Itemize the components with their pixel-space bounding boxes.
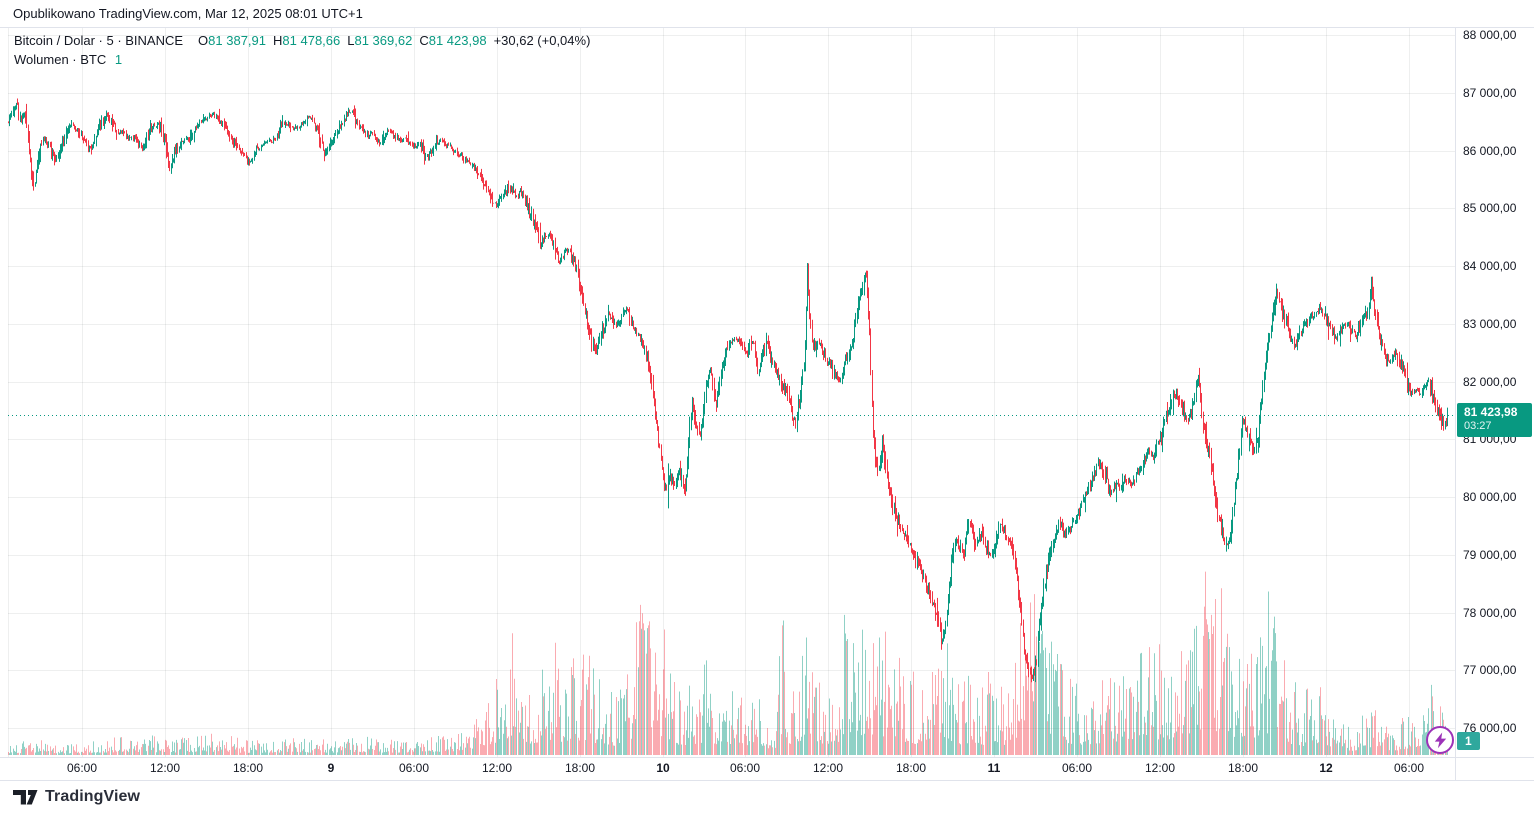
volume-label: Wolumen · BTC [14,52,107,67]
publication-header: Opublikowano TradingView.com, Mar 12, 20… [13,6,363,21]
price-axis-label: 78 000,00 [1463,605,1517,620]
tradingview-mark-icon [13,789,38,804]
time-axis-label: 12:00 [481,761,513,775]
low-label: L [347,33,355,48]
tradingview-logo[interactable]: TradingView [13,788,140,806]
time-axis-label: 18:00 [895,761,927,775]
price-axis-label: 80 000,00 [1463,490,1517,504]
time-axis-label: 06:00 [1393,761,1425,775]
price-axis-label: 76 000,00 [1463,721,1517,735]
price-axis-label: 82 000,00 [1463,374,1517,389]
time-axis-label: 18:00 [232,761,264,775]
open-value: 81 387,91 [208,33,267,48]
time-axis-label: 18:00 [564,761,596,775]
price-axis-label: 88 000,00 [1463,28,1517,42]
high-value: 81 478,66 [282,33,341,48]
time-axis-day-label: 10 [656,761,670,775]
volume-value: 1 [114,52,123,67]
price-axis-label: 84 000,00 [1463,259,1517,273]
high-label: H [273,33,283,48]
time-axis-label: 18:00 [1227,761,1259,775]
close-label: C [419,33,429,48]
symbol-title[interactable]: Bitcoin / Dolar · 5 · BINANCE [14,33,184,48]
tradingview-wordmark: TradingView [45,788,141,805]
ohlc-values: O81 387,91 H81 478,66 L81 369,62 C81 423,98… [191,33,590,48]
low-value: 81 369,62 [354,33,413,48]
lightning-bolt-icon [1434,732,1446,748]
price-axis-label: 83 000,00 [1463,316,1517,331]
change-value: +30,62 (+0,04%) [493,33,591,48]
price-axis-label: 85 000,00 [1463,201,1517,216]
current-price-value: 81 423,98 [1464,404,1518,419]
time-axis-label: 12:00 [149,761,181,775]
price-axis-label: 77 000,00 [1463,663,1517,678]
price-axis-label: 86 000,00 [1463,143,1517,158]
time-axis-label: 06:00 [729,761,761,775]
close-value: 81 423,98 [428,33,487,48]
open-label: O [198,33,209,48]
price-axis-label: 87 000,00 [1463,85,1517,100]
time-axis-day-label: 9 [327,761,335,775]
time-axis-label: 06:00 [398,761,430,775]
flash-boost-button[interactable] [1426,726,1454,754]
time-axis-label: 06:00 [66,761,98,775]
time-axis-day-label: 11 [987,761,1001,775]
time-axis[interactable]: 06:00 12:00 18:00 9 06:00 12:00 18:00 10 06:00 12… [0,757,1455,780]
time-axis-label: 12:00 [1144,761,1176,775]
time-axis-day-label: 12 [1319,761,1333,775]
chart-legend: Bitcoin / Dolar · 5 · BINANCE O81 387,91 H… [14,33,590,48]
volume-axis-badge: 1 [1457,732,1480,750]
time-axis-label: 06:00 [1061,761,1093,775]
time-axis-label: 12:00 [812,761,844,775]
volume-legend: Wolumen · BTC 1 [14,52,122,67]
current-price-badge: 81 423,98 03:27 [1457,402,1532,437]
bar-countdown: 03:27 [1464,419,1492,432]
price-axis-label: 79 000,00 [1463,547,1517,562]
